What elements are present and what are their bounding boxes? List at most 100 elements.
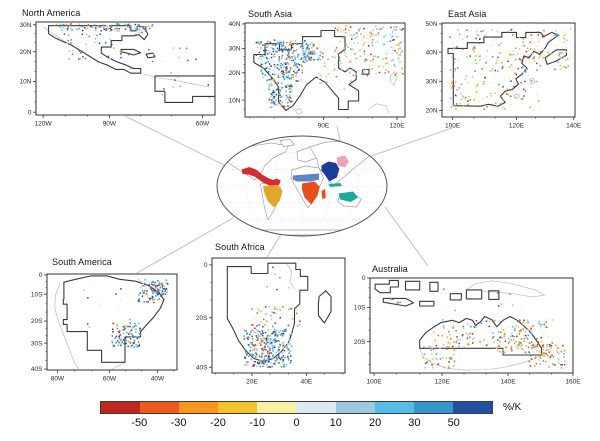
x-tick-label: 40W — [151, 376, 165, 383]
region-south-asia — [321, 161, 340, 182]
region-north-africa-sahel — [292, 173, 319, 182]
y-tick-label: 40S — [31, 366, 43, 373]
y-tick-label: 0 — [362, 275, 366, 282]
x-axis: 100E 120E 140E — [445, 117, 582, 130]
colorbar-tick-label: 10 — [329, 417, 342, 429]
colorbar-tick-label: -10 — [249, 417, 266, 429]
x-tick-label: 40E — [301, 379, 313, 386]
y-tick-label: 10N — [20, 79, 32, 86]
east-asia-plot: 100E 120E 140E 50N 40N 30N 20N — [426, 21, 582, 130]
australia-plot: 100E 120E 140E 160E 0 10S 20S — [354, 275, 581, 386]
colorbar-segment — [413, 402, 453, 413]
x-tick-label: 120W — [35, 121, 53, 128]
region-east-asia — [336, 155, 349, 168]
x-tick-label: 160E — [565, 379, 581, 386]
map-area — [447, 27, 572, 110]
map-area — [374, 279, 566, 371]
colorbar-gradient — [100, 401, 493, 414]
x-axis: 80W 60W 40W — [51, 370, 174, 383]
colorbar-segment — [140, 402, 180, 413]
x-tick-label: 20E — [246, 379, 258, 386]
colorbar-segment — [257, 402, 297, 413]
x-axis: 90E 120E — [249, 117, 405, 130]
coastlines — [514, 77, 536, 99]
x-axis: 20E 40E — [215, 373, 344, 386]
south-america-plot: 80W 60W 40W 0 10S 20S 30S 40S — [31, 272, 178, 383]
plot-border — [441, 22, 576, 118]
y-tick-label: 30N — [229, 46, 241, 53]
y-tick-label: 20N — [229, 70, 241, 77]
region-madagascar — [321, 189, 326, 200]
colorbar-tick-label: 50 — [447, 417, 460, 429]
y-axis: 30N 20N 10N 0 — [20, 22, 36, 116]
colorbar-segment — [335, 402, 375, 413]
colorbar-segment — [218, 402, 258, 413]
connector-line — [124, 115, 237, 172]
panel-title: South Asia — [248, 9, 293, 19]
x-tick-label: 90W — [103, 121, 117, 128]
north-america-plot: 120W 90W 60W 30N 20N 10N 0 — [20, 21, 216, 128]
colorbar-tick-label: 30 — [408, 417, 421, 429]
y-tick-label: 0 — [204, 262, 208, 269]
globe-outline — [216, 135, 388, 237]
y-axis: 0 10S 20S 30S 40S — [31, 272, 47, 373]
colorbar-tick-label: 0 — [293, 417, 300, 429]
coastlines — [54, 283, 126, 370]
panel-title: South Africa — [215, 242, 265, 252]
scatter-dots — [53, 23, 211, 99]
region-australia — [338, 191, 359, 202]
y-tick-label: 40S — [196, 364, 208, 371]
y-tick-label: 20N — [20, 49, 32, 56]
panel-title: North America — [22, 8, 81, 18]
y-tick-label: 0 — [39, 272, 43, 279]
x-tick-label: 80W — [51, 376, 65, 383]
y-tick-label: 50N — [426, 21, 438, 28]
x-tick-label: 90E — [318, 123, 330, 130]
colorbar-segment — [101, 402, 141, 413]
coastlines — [295, 71, 398, 116]
x-axis: 120W 90W 60W — [35, 115, 210, 128]
y-tick-label: 20S — [354, 339, 366, 346]
south-asia-plot: 90E 120E 40N 30N 20N 10N — [229, 21, 406, 130]
y-tick-label: 20N — [426, 108, 438, 115]
y-axis: 0 10S 20S — [354, 275, 370, 365]
x-tick-label: 120E — [389, 123, 405, 130]
region-outline — [62, 275, 165, 363]
y-tick-label: 10N — [229, 97, 241, 104]
y-tick-label: 10S — [354, 305, 366, 312]
scatter-dots — [255, 25, 404, 108]
x-tick-label: 60W — [196, 121, 210, 128]
map-area — [54, 275, 169, 370]
y-tick-label: 0 — [28, 109, 32, 116]
scatter-dots — [390, 288, 566, 369]
y-tick-label: 30S — [31, 340, 43, 347]
region-south-africa — [302, 181, 320, 205]
plot-border — [211, 257, 346, 374]
scatter-dots — [243, 266, 302, 368]
y-tick-label: 40N — [229, 21, 241, 28]
colorbar-tick-label: -30 — [170, 417, 187, 429]
panel-title: Australia — [372, 264, 408, 274]
world-map — [216, 135, 388, 237]
connector-line — [136, 217, 234, 274]
colorbar: %/K -50 -30 -20 -10 0 10 20 30 50 — [100, 401, 533, 431]
x-tick-label: 140E — [500, 379, 516, 386]
plot-border — [244, 22, 406, 118]
scatter-dots — [66, 279, 169, 348]
x-tick-label: 100E — [445, 123, 461, 130]
y-tick-label: 30N — [426, 78, 438, 85]
y-axis: 40N 30N 20N 10N — [229, 21, 245, 110]
map-area — [226, 262, 332, 368]
region-central-north-america — [241, 167, 281, 186]
region-south-america — [262, 185, 283, 208]
x-tick-label: 140E — [566, 123, 582, 130]
panel-title: East Asia — [448, 9, 487, 19]
y-tick-label: 20S — [31, 318, 43, 325]
y-axis: 50N 40N 30N 20N — [426, 21, 442, 115]
colorbar-tick-label: 20 — [368, 417, 382, 429]
highlighted-regions — [241, 155, 359, 208]
x-tick-label: 120E — [434, 379, 450, 386]
y-tick-label: 40N — [426, 49, 438, 56]
plot-border — [46, 273, 178, 371]
